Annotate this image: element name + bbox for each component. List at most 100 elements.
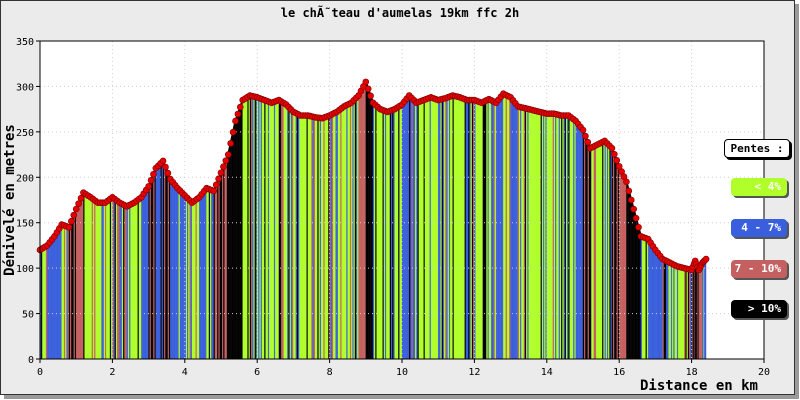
slope-segment (547, 113, 550, 360)
slope-segment (241, 100, 243, 360)
slope-segment (615, 157, 617, 360)
slope-segment (632, 204, 634, 360)
slope-segment (539, 111, 541, 360)
slope-segment (676, 266, 679, 360)
slope-segment (90, 196, 93, 360)
slope-segment (144, 189, 147, 360)
slope-segment (447, 96, 450, 360)
slope-segment (222, 166, 224, 360)
slope-segment (101, 202, 103, 360)
slope-segment (208, 188, 211, 360)
slope-segment (54, 233, 56, 360)
slope-segment (136, 199, 138, 360)
slope-segment (362, 86, 364, 360)
slope-segment (462, 98, 464, 360)
slope-segment (172, 181, 175, 360)
slope-segment (511, 98, 514, 360)
slope-segment (661, 257, 663, 360)
slope-segment (209, 189, 212, 360)
slope-segment (300, 115, 302, 360)
slope-segment (533, 110, 535, 360)
slope-segment (412, 98, 415, 360)
y-tick-label: 350 (16, 37, 34, 48)
slope-segment (663, 259, 666, 360)
slope-segment (448, 96, 451, 360)
slope-segment (187, 197, 189, 360)
slope-segment (378, 107, 381, 360)
data-point (232, 117, 239, 125)
slope-segment (301, 115, 304, 360)
slope-segment (225, 157, 228, 360)
slope-segment (579, 125, 581, 360)
slope-segment (264, 99, 266, 360)
slope-segment (260, 98, 263, 360)
slope-segment (480, 102, 482, 360)
slope-segment (363, 84, 365, 360)
slope-segment (619, 166, 621, 360)
slope-segment (576, 122, 579, 360)
slope-segment (364, 81, 366, 360)
slope-segment (177, 187, 179, 360)
slope-segment (505, 94, 508, 360)
slope-segment (459, 97, 462, 360)
slope-segment (567, 115, 569, 360)
slope-segment (604, 140, 607, 360)
slope-segment (193, 200, 195, 360)
slope-segment (517, 106, 520, 360)
slope-segment (476, 100, 479, 360)
slope-segment (296, 113, 299, 360)
data-point (608, 144, 616, 152)
slope-segment (154, 168, 156, 360)
slope-segment (411, 97, 414, 360)
y-tick-label: 300 (16, 82, 34, 93)
slope-segment (465, 99, 468, 360)
data-point (210, 187, 218, 195)
slope-segment (95, 200, 97, 360)
slope-segment (534, 110, 537, 360)
slope-segment (196, 197, 199, 360)
slope-segment (640, 236, 643, 360)
slope-segment (559, 115, 562, 360)
slope-segment (216, 181, 218, 360)
slope-segment (259, 98, 261, 360)
slope-segment (272, 101, 275, 360)
slope-segment (311, 116, 313, 360)
slope-segment (130, 203, 132, 360)
slope-segment (148, 183, 150, 360)
slope-segment (384, 110, 387, 360)
slope-segment (596, 144, 598, 360)
slope-segment (89, 196, 91, 360)
slope-segment (546, 113, 549, 360)
slope-segment (626, 181, 628, 360)
slope-segment (321, 117, 323, 360)
slope-segment (240, 103, 242, 360)
legend-item: 4 - 7% (731, 219, 787, 237)
slope-segment (160, 161, 163, 360)
slope-segment (403, 101, 405, 360)
slope-segment (413, 99, 416, 360)
slope-segment (230, 137, 233, 360)
x-tick-label: 16 (613, 367, 625, 378)
slope-segment (106, 200, 108, 360)
slope-segment (261, 98, 264, 360)
slope-segment (335, 111, 337, 360)
slope-segment (212, 190, 214, 360)
slope-segment (265, 100, 268, 360)
slope-segment (616, 160, 619, 360)
slope-segment (267, 101, 270, 360)
slope-segment (405, 98, 407, 360)
slope-segment (586, 139, 588, 360)
slope-segment (78, 200, 80, 360)
slope-segment (284, 103, 287, 360)
y-tick-label: 250 (16, 128, 34, 139)
slope-segment (641, 236, 644, 360)
data-point (627, 196, 635, 204)
slope-segment (627, 186, 630, 360)
slope-segment (67, 226, 70, 360)
slope-segment (581, 128, 584, 360)
slope-segment (664, 260, 667, 360)
slope-segment (524, 108, 527, 360)
slope-segment (41, 248, 43, 360)
slope-segment (504, 94, 506, 360)
